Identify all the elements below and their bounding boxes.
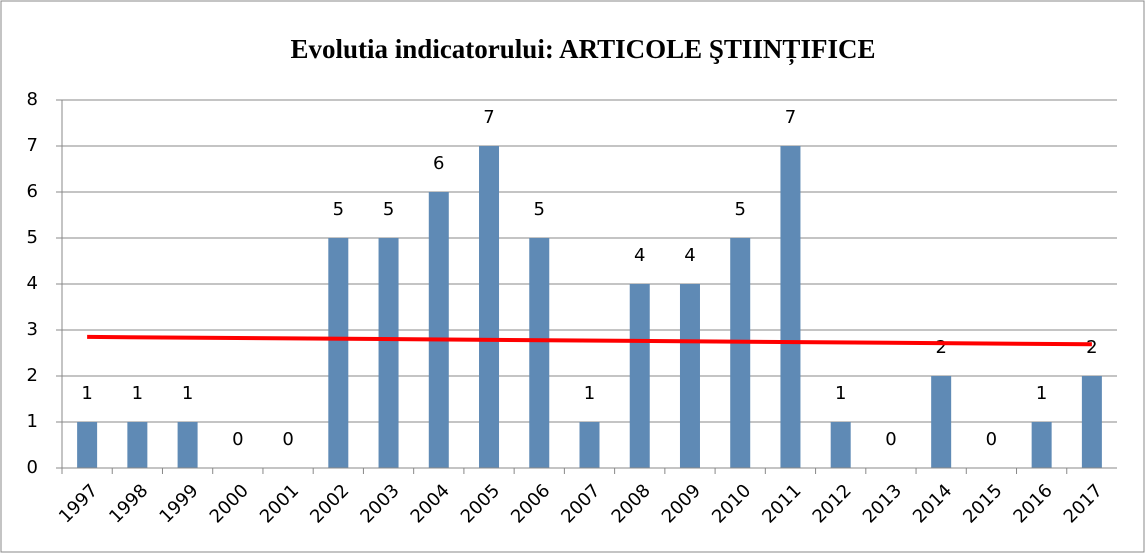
bar [479,146,500,468]
bar [529,238,550,468]
data-label: 7 [785,107,796,128]
bar [629,284,650,468]
data-label: 0 [885,429,896,450]
bar [730,238,751,468]
data-label: 0 [282,429,293,450]
data-label: 4 [634,245,645,266]
data-label: 5 [383,199,394,220]
data-label: 1 [835,383,846,404]
bar [679,284,700,468]
data-label: 6 [433,153,444,174]
data-label: 2 [935,337,946,358]
bar [1031,422,1052,468]
bar [378,238,399,468]
data-label: 7 [483,107,494,128]
data-label: 1 [1036,383,1047,404]
bar [428,192,449,468]
y-tick-label: 3 [27,319,38,340]
data-label: 1 [182,383,193,404]
chart-title: Evolutia indicatorului: ARTICOLE ŞTIINȚI… [291,34,876,66]
bar [579,422,600,468]
data-label: 1 [584,383,595,404]
data-label: 4 [684,245,695,266]
bar [931,376,952,468]
y-tick-label: 2 [27,365,38,386]
y-tick-label: 1 [27,411,38,432]
bar [1081,376,1102,468]
data-label: 0 [986,429,997,450]
bar [780,146,801,468]
bar [177,422,198,468]
bar [127,422,148,468]
trend-line [87,334,1092,347]
y-tick-label: 6 [27,181,38,202]
bar [328,238,349,468]
y-tick-label: 4 [27,273,38,294]
data-label: 1 [81,383,92,404]
bar [77,422,98,468]
data-label: 2 [1086,337,1097,358]
y-tick-label: 5 [27,227,38,248]
bar [830,422,851,468]
y-tick-label: 8 [27,89,38,110]
data-label: 5 [534,199,545,220]
data-label: 1 [132,383,143,404]
data-label: 5 [333,199,344,220]
y-tick-label: 7 [27,135,38,156]
y-tick-label: 0 [27,457,38,478]
data-label: 0 [232,429,243,450]
data-label: 5 [734,199,745,220]
